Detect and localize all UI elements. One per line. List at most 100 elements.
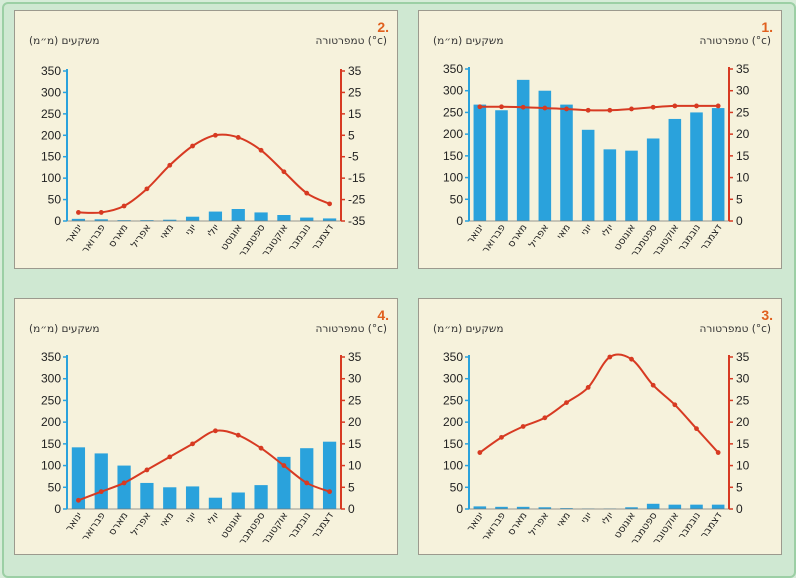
temperature-point [76,210,81,215]
right-tick-label: 10 [348,459,362,473]
temperature-point [190,144,195,149]
x-tick-label: מאי [158,222,176,241]
bar [712,108,725,221]
temperature-point [586,108,591,113]
bar [474,105,487,221]
right-tick-label: 15 [348,107,362,121]
right-tick-label: 10 [736,459,750,473]
x-tick-label: יוני [579,222,594,237]
right-tick-label: 25 [736,393,750,407]
x-tick-label: פברואר [80,222,108,255]
right-tick-label: 30 [736,84,750,98]
temperature-line [78,430,329,500]
x-tick-label: דצמבר [310,222,336,253]
left-tick-label: 150 [41,150,61,164]
temperature-point [477,450,482,455]
x-tick-label: יוני [184,222,199,237]
right-tick-label: 5 [736,192,743,206]
chart-svg: 050100150200250300350-35-25-15-55152535י… [15,11,397,268]
bar [254,212,267,221]
temperature-point [672,402,677,407]
left-tick-label: 200 [41,128,61,142]
temperature-point [259,148,264,153]
x-tick-label: מאי [555,222,573,241]
left-tick-label: 150 [443,149,463,163]
x-tick-label: ינואר [64,510,85,534]
temperature-point [99,210,104,215]
temperature-point [167,454,172,459]
bar [163,487,176,509]
bar [95,453,108,509]
bar [495,110,508,221]
bar [647,138,660,221]
bar [669,505,682,509]
x-tick-label: יולי [205,510,221,527]
left-tick-label: 350 [443,350,463,364]
temperature-point [304,481,309,486]
left-tick-label: 150 [41,437,61,451]
x-tick-label: נובמבר [287,510,314,541]
x-tick-label: יולי [600,222,616,239]
bar [582,130,595,221]
right-tick-label: -5 [348,150,359,164]
left-tick-label: 200 [41,415,61,429]
x-tick-label: מארס [506,510,530,537]
right-tick-label: 35 [348,64,362,78]
right-tick-label: 15 [736,437,750,451]
right-tick-label: 0 [736,502,743,516]
temperature-point [282,463,287,468]
right-tick-label: 25 [348,85,362,99]
left-tick-label: 200 [443,415,463,429]
temperature-point [521,105,526,110]
chart-svg: 05010015020025030035005101520253035ינואר… [419,11,781,268]
x-tick-label: מאי [158,510,176,529]
temperature-point [213,133,218,138]
right-tick-label: 5 [348,128,355,142]
bar [560,105,573,221]
left-tick-label: 350 [41,350,61,364]
bar [517,80,530,221]
right-tick-label: 35 [736,350,750,364]
temperature-point [499,435,504,440]
left-tick-label: 300 [443,84,463,98]
x-tick-label: דצמבר [310,510,336,541]
chart-svg: 05010015020025030035005101520253035ינואר… [419,299,781,554]
bar [140,483,153,509]
x-tick-label: יולי [600,510,616,527]
temperature-point [282,169,287,174]
x-tick-label: יוני [184,510,199,525]
left-tick-label: 0 [54,502,61,516]
right-tick-label: 5 [348,480,355,494]
right-tick-label: 0 [736,214,743,228]
left-tick-label: 0 [456,502,463,516]
right-tick-label: 0 [348,502,355,516]
left-tick-label: 300 [41,372,61,386]
temperature-point [213,428,218,433]
right-tick-label: 20 [736,415,750,429]
bar [669,119,682,221]
left-tick-label: 350 [443,62,463,76]
temperature-point [304,191,309,196]
temperature-point [521,424,526,429]
temperature-point [145,468,150,473]
right-tick-label: 25 [348,393,362,407]
bar [209,498,222,509]
x-tick-label: יוני [579,510,594,525]
temperature-point [122,204,127,209]
temperature-point [145,186,150,191]
temperature-point [327,201,332,206]
right-tick-label: 30 [348,372,362,386]
x-tick-label: נובמבר [287,222,314,253]
temperature-line [480,106,718,111]
bar [117,466,130,509]
left-tick-label: 250 [41,107,61,121]
right-tick-label: 35 [348,350,362,364]
x-tick-label: ינואר [64,222,85,246]
x-tick-label: נובמבר [676,510,703,541]
temperature-point [327,489,332,494]
left-tick-label: 100 [41,459,61,473]
bar [690,112,703,221]
right-tick-label: -35 [348,214,366,228]
right-tick-label: 10 [736,171,750,185]
